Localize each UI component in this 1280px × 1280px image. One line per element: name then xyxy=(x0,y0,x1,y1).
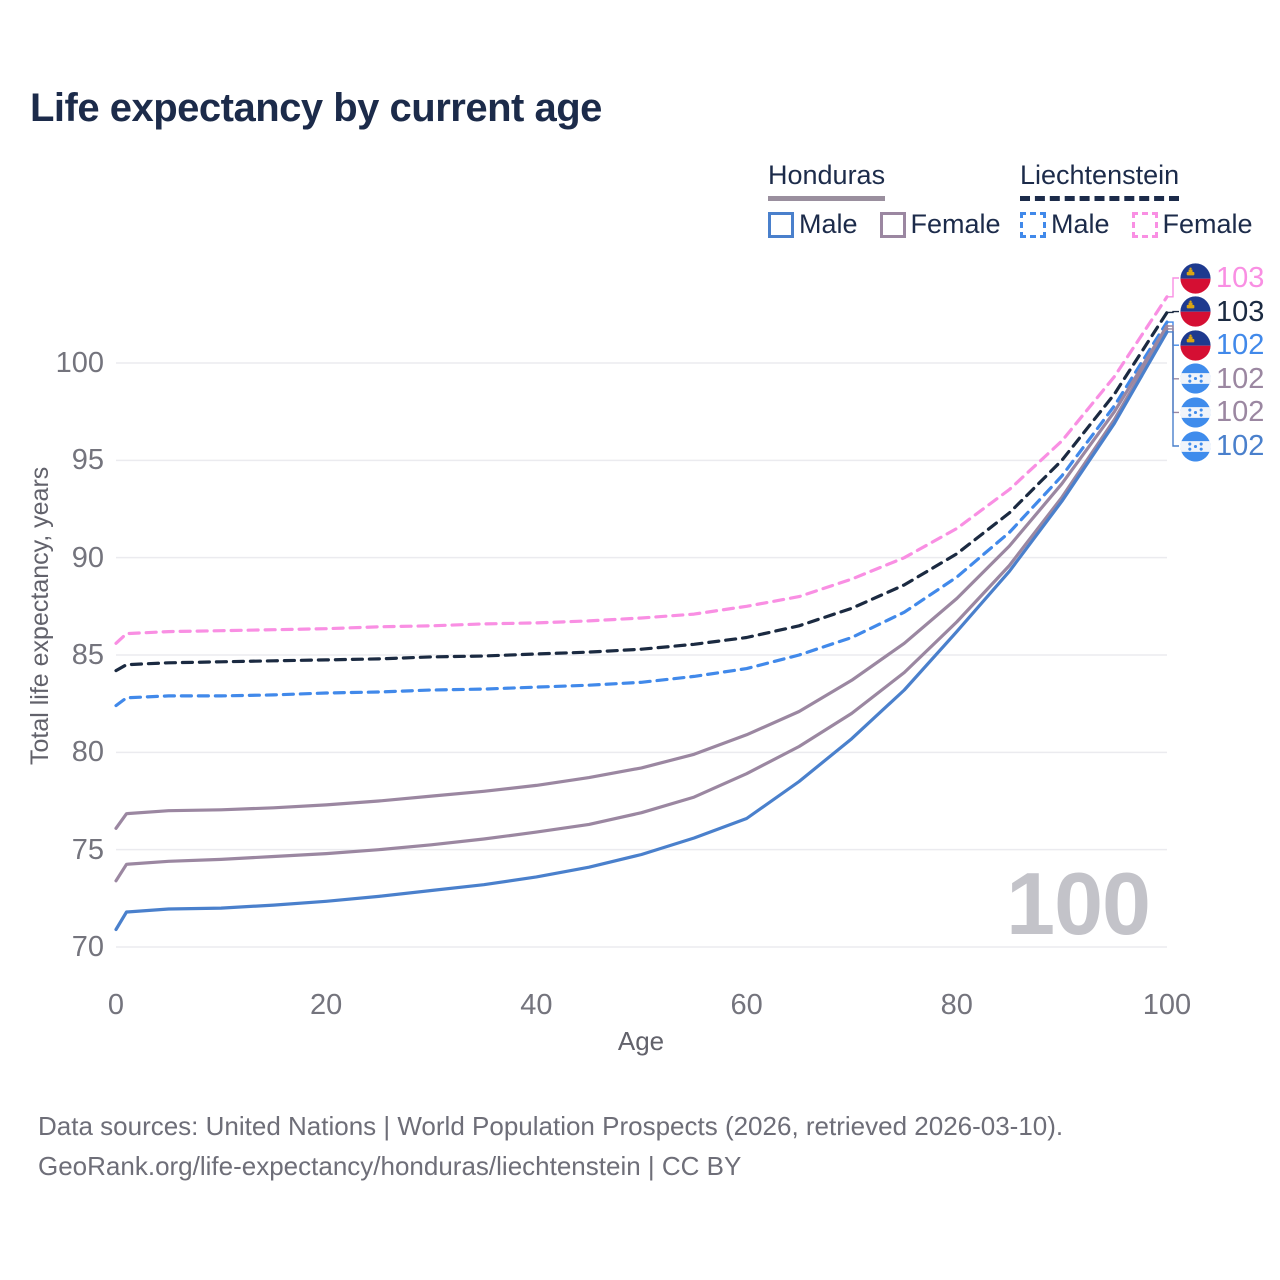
footer-url-line[interactable]: GeoRank.org/life-expectancy/honduras/lie… xyxy=(38,1151,742,1181)
footer-source-line: Data sources: United Nations | World Pop… xyxy=(38,1111,1064,1141)
x-tick-label: 0 xyxy=(107,989,125,1021)
flag-icon-honduras xyxy=(1180,397,1211,428)
end-label-liechtenstein-both-sexes: 103 xyxy=(1180,296,1264,328)
x-axis-title: Age xyxy=(617,1026,665,1056)
legend-group-liechtenstein: Liechtenstein Male Female xyxy=(1020,160,1275,240)
flag-icon-honduras xyxy=(1180,363,1211,394)
end-label-value: 102 xyxy=(1216,430,1265,462)
legend-label-honduras-female[interactable]: Female xyxy=(910,209,1001,239)
flag-icon-liechtenstein xyxy=(1180,262,1211,294)
legend-label-liechtenstein-female[interactable]: Female xyxy=(1162,209,1253,239)
flag-icon-liechtenstein xyxy=(1180,330,1211,361)
y-tick-label: 100 xyxy=(55,347,104,379)
series-line-honduras-both-sexes[interactable] xyxy=(114,327,1169,883)
page-title: Life expectancy by current age xyxy=(30,86,602,130)
end-label-value: 103 xyxy=(1216,262,1265,294)
legend-country-liechtenstein[interactable]: Liechtenstein xyxy=(1020,160,1180,201)
end-label-honduras-male: 102 xyxy=(1180,430,1264,462)
end-label-value: 102 xyxy=(1216,362,1265,395)
end-label-liechtenstein-male: 102 xyxy=(1180,329,1264,361)
legend-swatch-honduras-male[interactable] xyxy=(768,211,794,238)
legend-label-liechtenstein-male[interactable]: Male xyxy=(1051,209,1110,239)
x-tick-label: 40 xyxy=(520,989,553,1021)
legend-country-honduras[interactable]: Honduras xyxy=(768,160,886,201)
end-label-value: 102 xyxy=(1216,396,1265,429)
series-line-honduras-female[interactable] xyxy=(114,324,1169,830)
x-tick-label: 60 xyxy=(730,989,763,1021)
end-label-value: 102 xyxy=(1216,329,1265,362)
end-label-value: 103 xyxy=(1216,295,1265,328)
series-line-liechtenstein-male[interactable] xyxy=(114,320,1169,708)
y-tick-label: 70 xyxy=(71,931,104,963)
legend-label-honduras-male[interactable]: Male xyxy=(799,209,858,239)
y-tick-label: 80 xyxy=(71,736,104,769)
y-tick-label: 75 xyxy=(71,833,104,866)
leader-line-honduras-male xyxy=(1167,331,1179,447)
x-tick-label: 20 xyxy=(310,989,343,1021)
legend-swatch-honduras-female[interactable] xyxy=(879,211,906,238)
legend-group-honduras: Honduras Male Female xyxy=(768,160,1023,240)
series-line-liechtenstein-female[interactable] xyxy=(114,295,1169,645)
y-axis-title: Total life expectancy, years xyxy=(26,466,54,766)
y-tick-label: 95 xyxy=(71,444,104,477)
leader-line-liechtenstein-female xyxy=(1167,277,1179,298)
y-tick-label: 90 xyxy=(71,541,104,574)
flag-icon-honduras xyxy=(1180,430,1211,462)
leader-line-liechtenstein-both-sexes xyxy=(1167,310,1179,314)
end-label-liechtenstein-female: 103 xyxy=(1180,262,1264,294)
y-tick-label: 85 xyxy=(71,639,104,671)
watermark-age-indicator: 100 xyxy=(1006,854,1151,953)
end-label-honduras-female: 102 xyxy=(1180,363,1264,395)
flag-icon-liechtenstein xyxy=(1180,296,1211,327)
series-line-liechtenstein-both-sexes[interactable] xyxy=(114,310,1169,673)
end-label-honduras-both-sexes: 102 xyxy=(1180,396,1264,428)
series-line-honduras-male[interactable] xyxy=(114,330,1169,932)
legend-swatch-liechtenstein-female[interactable] xyxy=(1131,211,1158,238)
x-tick-label: 80 xyxy=(940,989,973,1021)
footer: Data sources: United Nations | World Pop… xyxy=(38,1106,1063,1186)
x-tick-label: 100 xyxy=(1142,989,1192,1021)
legend-swatch-liechtenstein-male[interactable] xyxy=(1020,211,1046,238)
